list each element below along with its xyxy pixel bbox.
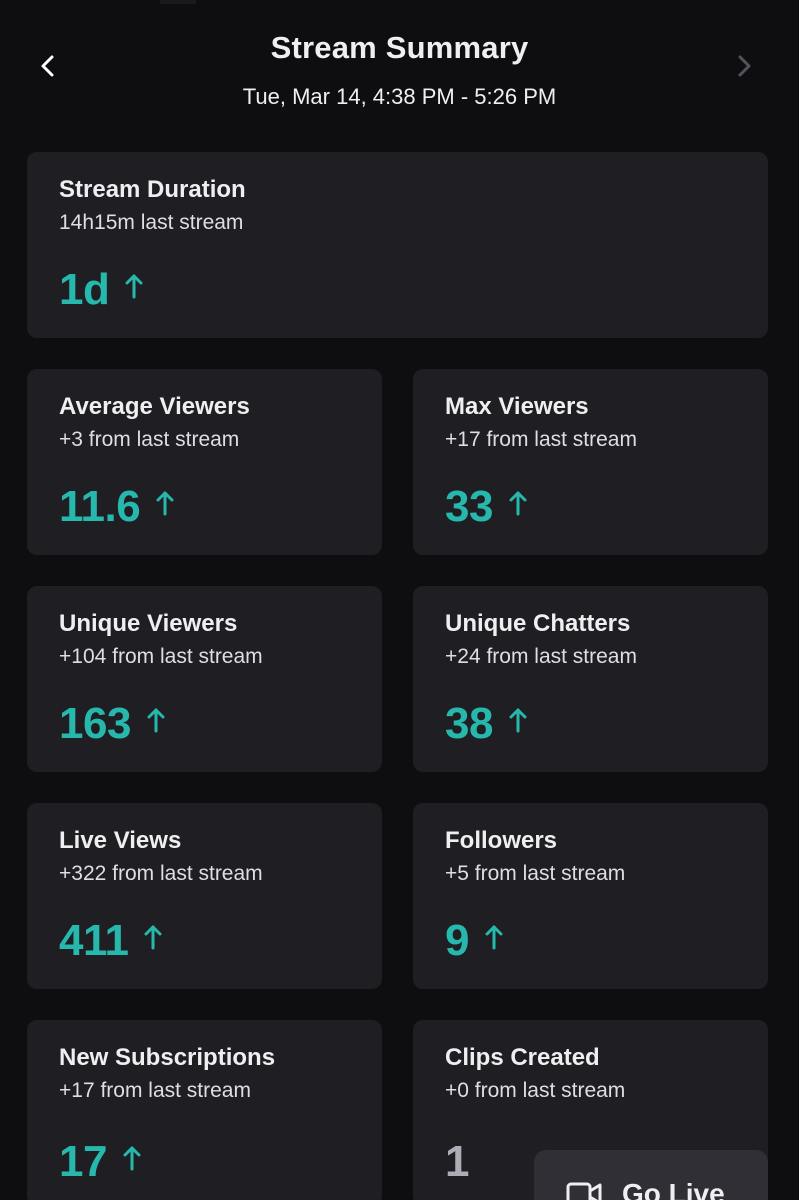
video-camera-icon [566, 1182, 602, 1200]
stat-card-followers: Followers +5 from last stream 9 [413, 803, 768, 989]
stat-value: 9 [445, 916, 469, 965]
stat-title: Followers [445, 827, 558, 854]
stat-comparison: 14h15m last stream [59, 211, 244, 234]
stat-comparison: +24 from last stream [445, 645, 637, 668]
next-stream-button[interactable] [724, 46, 764, 86]
stat-title: Live Views [59, 827, 182, 854]
stat-value: 17 [59, 1137, 107, 1186]
header: Stream Summary Tue, Mar 14, 4:38 PM - 5:… [0, 0, 799, 130]
stat-title: Clips Created [445, 1044, 600, 1071]
arrow-up-icon [125, 274, 143, 299]
stat-card-unique-viewers: Unique Viewers +104 from last stream 163 [27, 586, 382, 772]
stat-title: Average Viewers [59, 393, 250, 420]
stat-comparison: +322 from last stream [59, 862, 263, 885]
stat-comparison: +17 from last stream [445, 428, 637, 451]
arrow-up-icon [123, 1146, 141, 1171]
stat-comparison: +17 from last stream [59, 1079, 251, 1102]
stat-comparison: +104 from last stream [59, 645, 263, 668]
status-bar-fragment [160, 0, 196, 4]
arrow-up-icon [144, 925, 162, 950]
stat-comparison: +0 from last stream [445, 1079, 626, 1102]
stat-value: 38 [445, 699, 493, 748]
stat-title: Unique Chatters [445, 610, 631, 637]
stat-card-unique-chatters: Unique Chatters +24 from last stream 38 [413, 586, 768, 772]
stat-value: 11.6 [59, 482, 141, 531]
arrow-up-icon [156, 491, 174, 516]
page-title: Stream Summary [270, 30, 529, 65]
stat-card-live-views: Live Views +322 from last stream 411 [27, 803, 382, 989]
arrow-up-icon [509, 708, 527, 733]
chevron-right-icon [738, 55, 751, 77]
stat-value: 33 [445, 482, 493, 531]
stat-value: 1 [445, 1137, 469, 1186]
stat-card-stream-duration: Stream Duration 14h15m last stream 1d [27, 152, 768, 338]
stat-value: 1d [59, 265, 110, 314]
stat-title: New Subscriptions [59, 1044, 276, 1071]
stat-card-average-viewers: Average Viewers +3 from last stream 11.6 [27, 369, 382, 555]
stat-value: 163 [59, 699, 131, 748]
stream-date-range: Tue, Mar 14, 4:38 PM - 5:26 PM [242, 84, 557, 109]
stat-comparison: +5 from last stream [445, 862, 626, 885]
stat-title: Unique Viewers [59, 610, 238, 637]
arrow-up-icon [509, 491, 527, 516]
stat-comparison: +3 from last stream [59, 428, 240, 451]
go-live-label: Go Live [622, 1178, 725, 1200]
go-live-button[interactable]: Go Live [534, 1150, 768, 1200]
stat-title: Stream Duration [59, 176, 246, 203]
stat-card-new-subscriptions: New Subscriptions +17 from last stream 1… [27, 1020, 382, 1200]
previous-stream-button[interactable] [28, 46, 68, 86]
arrow-up-icon [485, 925, 503, 950]
chevron-left-icon [41, 55, 54, 77]
stat-card-max-viewers: Max Viewers +17 from last stream 33 [413, 369, 768, 555]
stat-value: 411 [59, 916, 129, 965]
arrow-up-icon [147, 708, 165, 733]
stat-title: Max Viewers [445, 393, 589, 420]
